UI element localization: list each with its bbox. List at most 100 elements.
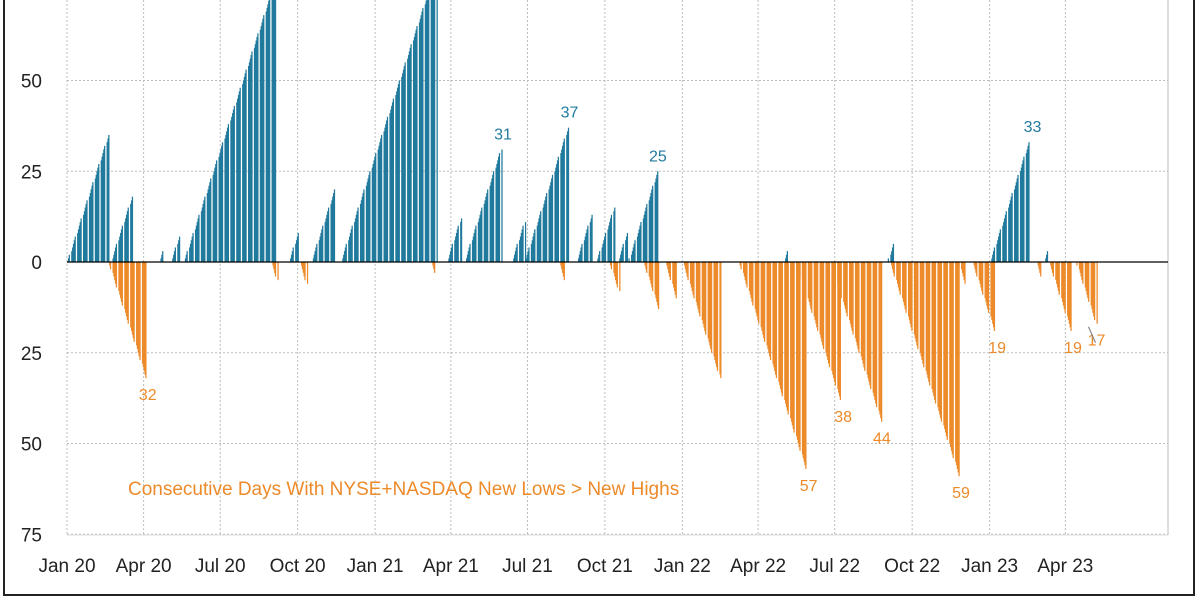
highs-bar [643, 214, 645, 262]
lows-bar [1040, 262, 1042, 277]
lows-bar [879, 262, 881, 415]
lows-bar [1069, 262, 1071, 328]
highs-bar [82, 214, 85, 262]
lows-bar [752, 262, 754, 306]
highs-bar [887, 258, 889, 262]
lows-bar [143, 262, 145, 371]
lows-bar [914, 262, 916, 339]
highs-bar [1021, 163, 1023, 262]
lows-bar [913, 262, 916, 335]
highs-bar [257, 33, 259, 263]
highs-bar [584, 236, 586, 262]
lows-bar [910, 262, 912, 328]
highs-bar [534, 229, 536, 262]
highs-bar [356, 211, 358, 262]
highs-bar [368, 174, 370, 262]
lows-bar [689, 262, 692, 284]
lows-bar [755, 262, 757, 313]
lows-bar [657, 262, 660, 310]
highs-bar [354, 218, 357, 262]
highs-bar [412, 40, 415, 262]
highs-bar [587, 225, 589, 262]
highs-bar [97, 167, 99, 262]
lows-bar [938, 262, 940, 411]
highs-bar [498, 156, 500, 262]
axes: Jan 20 Apr 20 Jul 20 Oct 20 Jan 21 Apr 21 Jul … [21, 72, 1168, 577]
highs-bar [998, 236, 1000, 262]
lows-bar [813, 262, 815, 317]
data-label: 37 [561, 105, 579, 122]
highs-bar [320, 232, 322, 262]
lows-bar [839, 262, 842, 400]
lows-bar [1082, 262, 1084, 284]
highs-bar [312, 258, 315, 262]
highs-bar [214, 167, 216, 262]
lows-bar [861, 262, 863, 361]
lows-bar [801, 262, 804, 455]
lows-bar [277, 262, 279, 281]
highs-bar [267, 4, 269, 263]
lows-bar [922, 262, 924, 364]
highs-bar [430, 0, 432, 262]
highs-bar [646, 203, 648, 262]
highs-bar [455, 236, 457, 262]
lows-bar [775, 262, 778, 379]
lows-bar [899, 262, 901, 295]
highs-bar [90, 189, 92, 262]
lows-bar [650, 262, 652, 284]
lows-bar [903, 262, 905, 306]
highs-bar [649, 196, 651, 262]
highs-bar [344, 247, 347, 262]
highs-bar [350, 229, 352, 262]
highs-bar [563, 138, 565, 262]
lows-bar [850, 262, 852, 328]
lows-bar [934, 262, 936, 400]
highs-bar [1014, 189, 1016, 262]
lows-bar [654, 262, 656, 295]
lows-bar [908, 262, 911, 321]
highs-bar [597, 258, 599, 262]
lows-bar [114, 262, 116, 281]
highs-bar [527, 251, 529, 262]
highs-bar [451, 243, 453, 262]
lows-bar [798, 262, 800, 273]
highs-bar [367, 178, 369, 262]
lows-bar [1084, 262, 1086, 288]
highs-bar [519, 240, 521, 262]
y-tick-label: 0 [31, 253, 42, 274]
lows-bar [863, 262, 865, 368]
lows-bar [1068, 262, 1070, 324]
lows-bar [1096, 262, 1098, 324]
highs-bar [467, 251, 469, 262]
lows-bar [933, 262, 935, 397]
lows-bar [940, 262, 943, 422]
lows-bar [1056, 262, 1059, 288]
highs-bar [200, 211, 203, 262]
highs-bar [636, 236, 639, 262]
lows-bar [715, 262, 717, 364]
lows-bar [273, 262, 275, 270]
lows-bar [925, 262, 927, 371]
lows-bar [1038, 262, 1040, 270]
x-tick-label: Jul 22 [809, 556, 860, 577]
highs-bar [130, 200, 133, 262]
lows-bar [674, 262, 677, 295]
lows-bar [1051, 262, 1053, 270]
highs-bar [543, 203, 545, 262]
highs-bar [450, 247, 453, 262]
highs-bar [620, 251, 623, 262]
lows-bar [1067, 262, 1070, 321]
lows-bar [691, 262, 693, 292]
lows-bar [987, 262, 989, 310]
highs-bar [89, 193, 91, 262]
x-tick-label: Apr 21 [423, 556, 479, 577]
highs-bar [330, 203, 332, 262]
lows-bar [744, 262, 746, 281]
lows-bar [845, 262, 847, 313]
lows-bar [957, 262, 959, 473]
highs-bar [88, 196, 91, 262]
lows-bar [811, 262, 813, 313]
highs-bar [363, 189, 365, 262]
highs-bar [471, 240, 474, 262]
